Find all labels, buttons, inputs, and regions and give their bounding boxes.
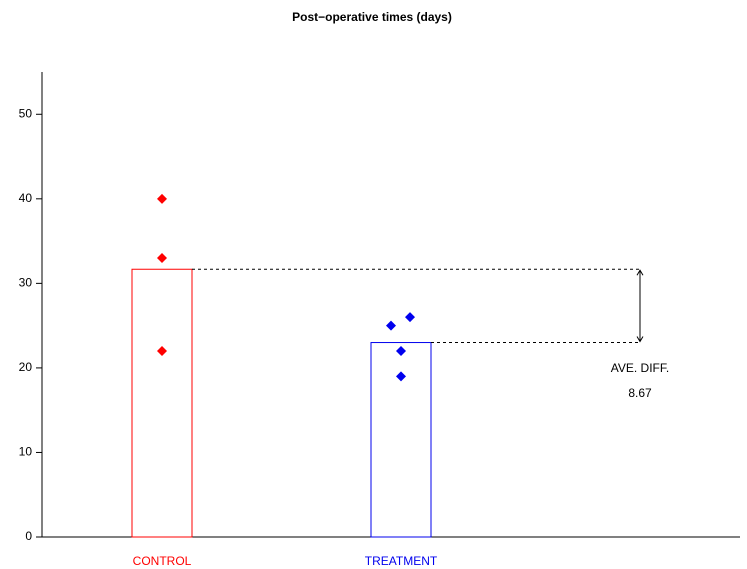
annotation-label: AVE. DIFF. [611,361,669,375]
category-label: TREATMENT [365,554,438,568]
y-tick-label: 10 [19,445,33,459]
data-point [386,320,396,331]
data-point [396,371,406,382]
y-tick-label: 40 [19,191,33,205]
data-point [157,193,167,204]
data-point [405,312,415,323]
y-tick-label: 50 [19,106,33,120]
data-point [157,346,167,356]
y-tick-label: 20 [19,360,33,374]
data-point [157,253,167,263]
category-label: CONTROL [133,554,192,568]
annotation-value: 8.67 [628,386,652,400]
arrow-head [636,269,644,343]
y-tick-label: 0 [25,529,32,543]
mean-bar [370,342,432,538]
data-point [396,346,406,356]
chart-title: Post−operative times (days) [292,10,452,24]
y-tick-label: 30 [19,276,33,290]
mean-bar [131,268,193,538]
